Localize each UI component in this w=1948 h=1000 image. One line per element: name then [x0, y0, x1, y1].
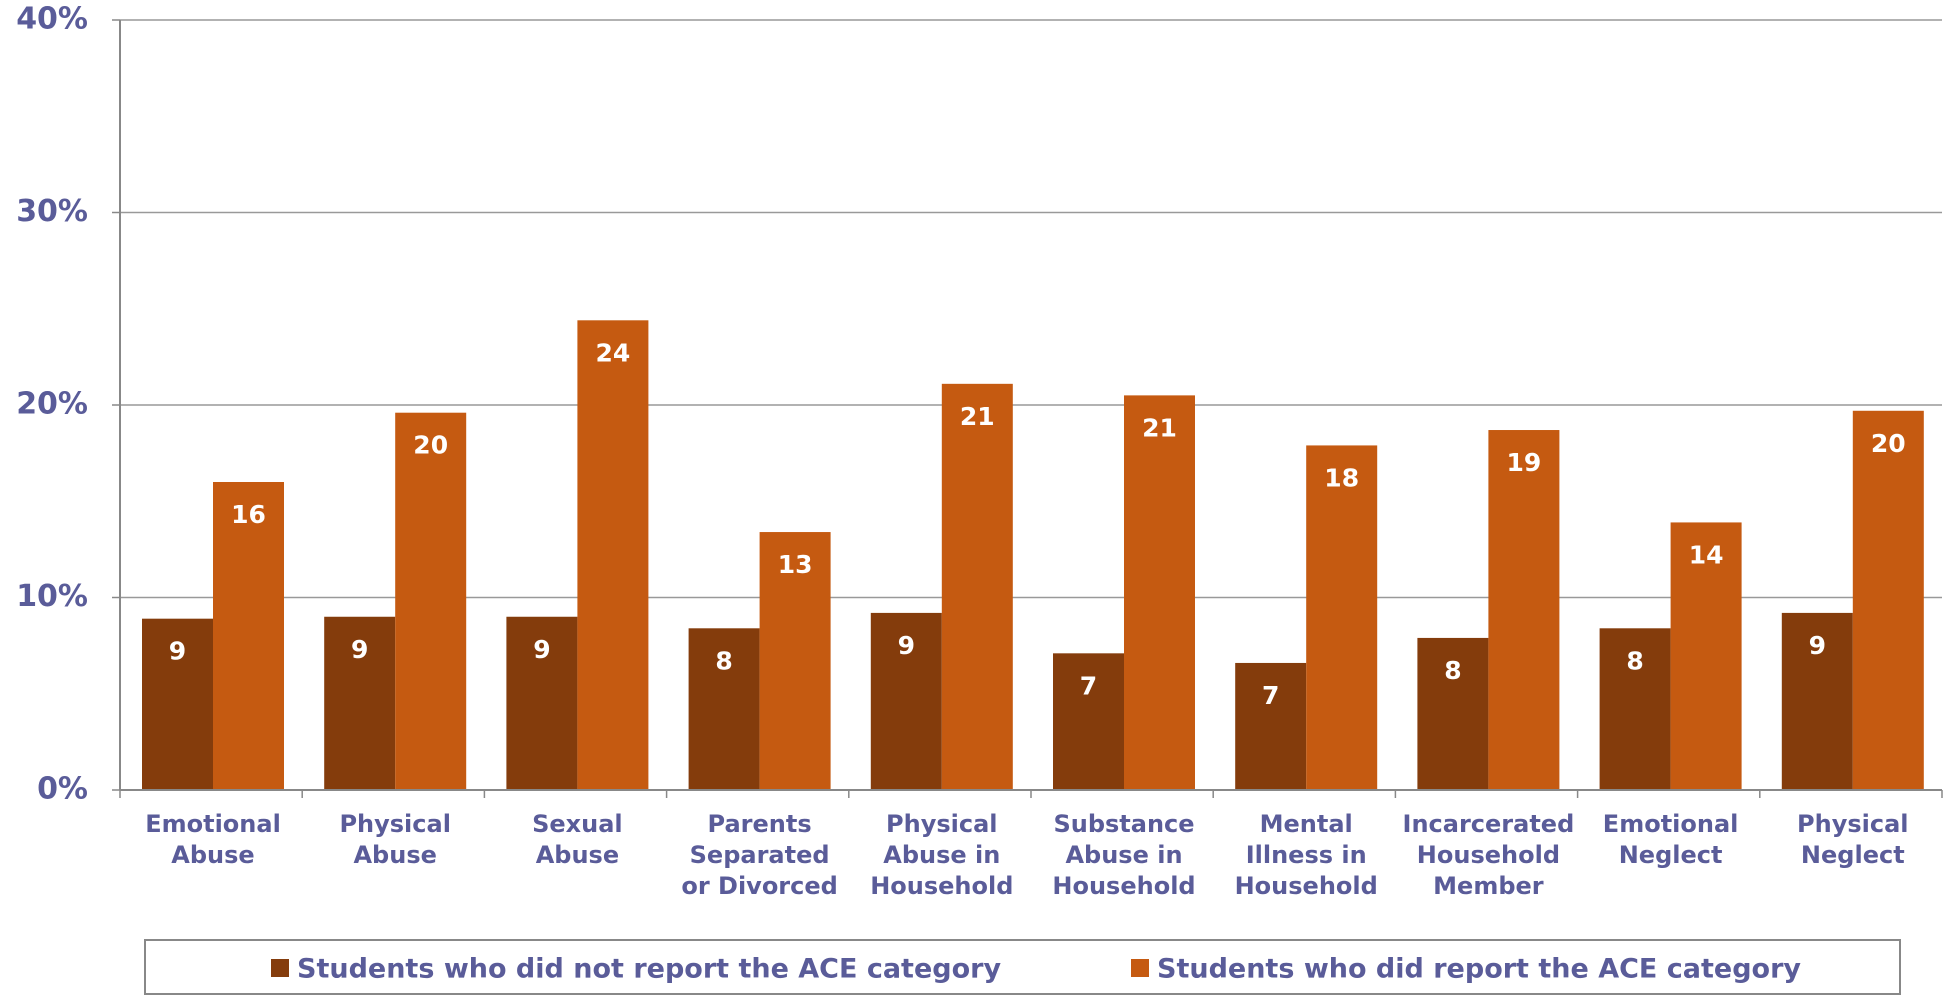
value-label: 21 [960, 402, 995, 431]
value-label: 24 [596, 338, 631, 367]
value-label: 14 [1689, 540, 1724, 569]
bar [1053, 653, 1124, 790]
x-tick-label: Member [1433, 872, 1544, 900]
x-tick-label: Physical [1797, 810, 1908, 838]
bar [1306, 445, 1378, 790]
legend-swatch [1131, 959, 1149, 977]
x-tick-label: Separated [690, 841, 830, 869]
value-label: 8 [1444, 656, 1461, 685]
value-label: 19 [1507, 448, 1542, 477]
bar [395, 412, 467, 790]
bar [870, 612, 942, 790]
bar [1852, 410, 1924, 790]
value-label: 9 [533, 635, 550, 664]
value-label: 9 [169, 637, 186, 666]
y-tick-label: 30% [16, 194, 88, 229]
value-label: 20 [1871, 429, 1906, 458]
x-tick-label: Emotional [1603, 810, 1739, 838]
x-tick-label: Sexual [532, 810, 623, 838]
x-tick-label: Parents [708, 810, 812, 838]
bar [759, 532, 831, 790]
x-tick-label: Household [1417, 841, 1560, 869]
x-tick-label: Household [870, 872, 1013, 900]
value-label: 7 [1262, 681, 1279, 710]
legend-box [144, 939, 1901, 995]
bar [577, 320, 649, 790]
value-label: 9 [1809, 631, 1826, 660]
legend-label: Students who did report the ACE category [1157, 954, 1801, 985]
value-label: 18 [1324, 463, 1359, 492]
x-tick-label: Abuse [353, 841, 436, 869]
bar [213, 482, 284, 790]
bar [1670, 522, 1742, 790]
x-tick-label: Household [1052, 872, 1195, 900]
value-label: 20 [413, 431, 448, 460]
bar [1488, 430, 1560, 790]
x-tick-label: Mental [1260, 810, 1353, 838]
x-tick-label: Emotional [145, 810, 281, 838]
bar [506, 616, 578, 790]
bar [324, 616, 396, 790]
legend-swatch [271, 959, 289, 977]
bar [142, 618, 213, 790]
x-tick-label: Abuse [536, 841, 619, 869]
value-label: 9 [351, 635, 368, 664]
bar [1124, 395, 1195, 790]
bar [1235, 662, 1307, 790]
value-label: 16 [231, 500, 266, 529]
y-tick-label: 40% [16, 2, 88, 37]
bar [1781, 612, 1853, 790]
bar [688, 628, 760, 790]
y-tick-label: 20% [16, 387, 88, 422]
value-label: 13 [778, 550, 813, 579]
value-label: 9 [898, 631, 915, 660]
bar [941, 383, 1013, 790]
x-tick-label: Abuse [171, 841, 254, 869]
x-tick-label: Neglect [1801, 841, 1905, 869]
x-tick-label: Incarcerated [1403, 810, 1575, 838]
x-tick-label: Substance [1053, 810, 1194, 838]
value-label: 8 [715, 646, 732, 675]
bar [1599, 628, 1671, 790]
legend-label: Students who did not report the ACE cate… [297, 954, 1001, 985]
x-tick-label: Household [1235, 872, 1378, 900]
x-tick-label: Abuse in [883, 841, 1000, 869]
bar [1417, 637, 1489, 790]
value-label: 7 [1080, 671, 1097, 700]
x-tick-label: Abuse in [1065, 841, 1182, 869]
value-label: 21 [1142, 413, 1177, 442]
value-label: 8 [1626, 646, 1643, 675]
y-tick-label: 10% [16, 579, 88, 614]
x-tick-label: Neglect [1619, 841, 1723, 869]
x-tick-label: Physical [886, 810, 997, 838]
y-tick-label: 0% [37, 772, 88, 807]
x-tick-label: Physical [339, 810, 450, 838]
x-tick-label: Illness in [1246, 841, 1367, 869]
x-tick-label: or Divorced [681, 872, 837, 900]
